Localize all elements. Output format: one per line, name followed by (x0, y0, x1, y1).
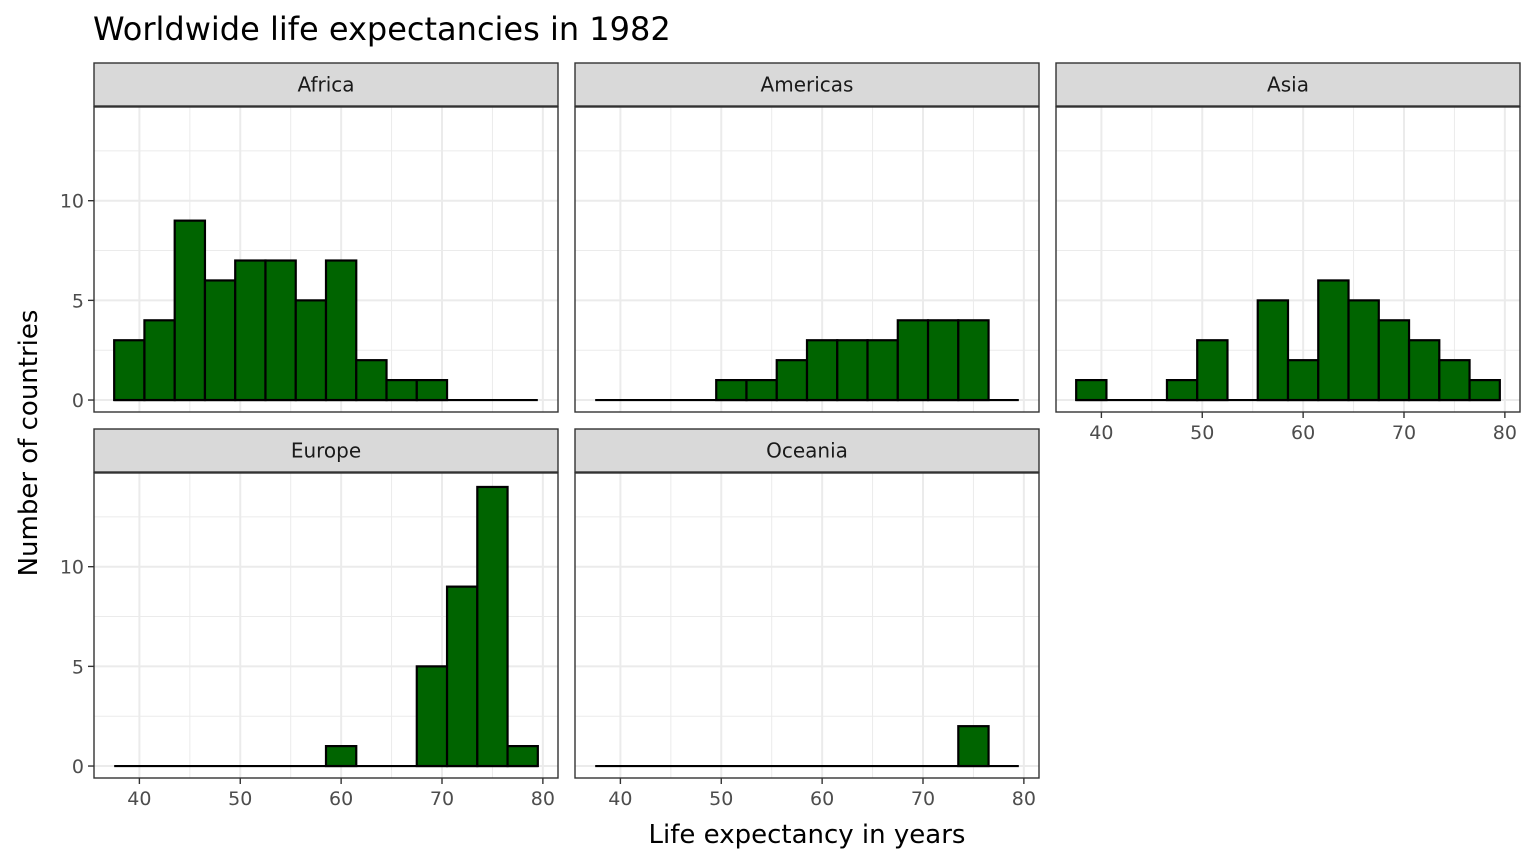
panel-border (93, 472, 559, 779)
histogram-bar (775, 359, 809, 402)
histogram-bar (1347, 299, 1380, 402)
histogram-bar (926, 319, 960, 402)
histogram-bar (836, 339, 869, 402)
facet-strip (93, 62, 559, 107)
x-tick-label: 60 (1291, 422, 1315, 444)
histogram-bar (1165, 379, 1199, 402)
histogram-bar (745, 379, 778, 402)
x-tick-label: 50 (709, 788, 733, 810)
histogram-bar (1407, 339, 1441, 402)
x-tick-label: 50 (1190, 422, 1214, 444)
x-axis-title: Life expectancy in years (649, 820, 966, 850)
facet-panel-europe: Europe 0 5 10 40 50 60 70 80 (60, 428, 559, 810)
x-tick-label: 40 (127, 788, 151, 810)
histogram-bar (866, 339, 899, 402)
x-tick-label: 40 (1089, 422, 1113, 444)
histogram-bar (1286, 359, 1320, 402)
histogram-bar (805, 339, 839, 402)
histogram-bar (234, 259, 267, 402)
histogram-bar (113, 339, 146, 402)
x-tick-label: 70 (430, 788, 454, 810)
x-tick-label: 80 (1012, 788, 1036, 810)
x-tick-label: 50 (228, 788, 252, 810)
facet-strip (574, 62, 1040, 107)
x-tick-label: 60 (810, 788, 834, 810)
panel-border (1055, 106, 1521, 413)
histogram-bar (1377, 319, 1411, 402)
chart-title: Worldwide life expectancies in 1982 (93, 10, 671, 48)
facet-panel-americas: Americas (574, 62, 1040, 413)
x-tick-label: 70 (911, 788, 935, 810)
facet-strip-label: Europe (291, 439, 361, 463)
y-tick-label: 0 (72, 390, 84, 412)
histogram-bar (355, 359, 388, 402)
histogram-bar (957, 319, 990, 402)
y-tick-label: 0 (72, 756, 84, 778)
histogram-bar (415, 665, 449, 768)
histogram-bar (385, 379, 418, 402)
facet-panel-oceania: Oceania 40 50 60 70 80 (574, 428, 1040, 810)
histogram-bar (506, 745, 539, 768)
y-tick-label: 5 (72, 656, 84, 678)
y-tick-label: 5 (72, 290, 84, 312)
x-tick-label: 70 (1392, 422, 1416, 444)
histogram-bar (445, 585, 479, 768)
histogram-bar (957, 725, 990, 768)
facet-strip (574, 428, 1040, 473)
facet-strip-label: Asia (1267, 73, 1309, 97)
panel-border (574, 106, 1040, 413)
facet-strip-label: Americas (761, 73, 854, 97)
histogram-bar (324, 745, 358, 768)
histogram-bar (1256, 299, 1290, 402)
x-tick-label: 60 (329, 788, 353, 810)
facet-panel-africa: Africa 0 5 10 (60, 62, 559, 413)
facet-strip (1055, 62, 1521, 107)
histogram-bar (294, 299, 328, 402)
histogram-bar (415, 379, 449, 402)
facet-panels: Africa 0 5 10 Americas Asia 40 50 60 70 80 Europe 0 5… (60, 62, 1521, 810)
histogram-bar (173, 219, 207, 402)
histogram-bar (1317, 279, 1350, 402)
y-axis-title: Number of countries (14, 310, 44, 577)
x-tick-label: 80 (1493, 422, 1517, 444)
histogram-bar (476, 485, 509, 768)
histogram-bar (264, 259, 297, 402)
y-tick-label: 10 (60, 557, 84, 579)
histogram-bar (324, 259, 358, 402)
panel-border (93, 106, 559, 413)
panel-border (574, 472, 1040, 779)
x-tick-label: 80 (531, 788, 555, 810)
histogram-bar (203, 279, 237, 402)
histogram-bar (1468, 379, 1501, 402)
histogram-bar (1438, 359, 1471, 402)
facet-strip-label: Oceania (766, 439, 848, 463)
y-tick-label: 10 (60, 191, 84, 213)
facet-strip-label: Africa (297, 73, 354, 97)
facet-strip (93, 428, 559, 473)
histogram-bar (715, 379, 748, 402)
x-tick-label: 40 (608, 788, 632, 810)
facet-panel-asia: Asia 40 50 60 70 80 (1055, 62, 1521, 444)
histogram-bar (1196, 339, 1229, 402)
histogram-bar (143, 319, 176, 402)
histogram-bar (1075, 379, 1108, 402)
histogram-bar (896, 319, 930, 402)
